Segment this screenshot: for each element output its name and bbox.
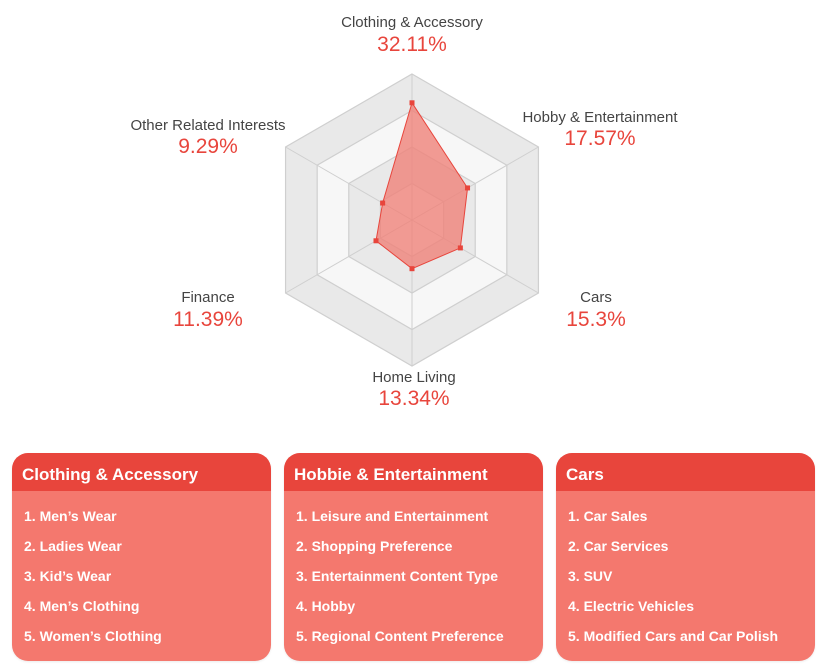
data-point bbox=[409, 266, 415, 272]
card-hobbie-entertainment: Hobbie & Entertainment 1. Leisure and En… bbox=[284, 453, 543, 661]
data-point bbox=[465, 185, 471, 191]
data-point bbox=[380, 200, 386, 206]
axis-label-hobby: Hobby & Entertainment bbox=[522, 109, 678, 126]
value-label-other: 9.29% bbox=[178, 135, 238, 158]
list-item: 5. Women’s Clothing bbox=[24, 628, 162, 644]
axis-label-finance: Finance bbox=[181, 289, 235, 306]
list-item: 3. Entertainment Content Type bbox=[296, 568, 498, 584]
axis-label-other: Other Related Interests bbox=[130, 117, 286, 134]
value-label-finance: 11.39% bbox=[173, 308, 243, 331]
card-title: Clothing & Accessory bbox=[12, 453, 271, 491]
list-item: 4. Men’s Clothing bbox=[24, 598, 140, 614]
value-label-cars: 15.3% bbox=[566, 308, 626, 331]
list-item: 1. Car Sales bbox=[568, 508, 648, 524]
card-cars: Cars 1. Car Sales 2. Car Services 3. SUV… bbox=[556, 453, 815, 661]
value-label-home-living: 13.34% bbox=[378, 387, 450, 410]
list-item: 2. Ladies Wear bbox=[24, 538, 122, 554]
card-title: Hobbie & Entertainment bbox=[284, 453, 543, 491]
list-item: 4. Hobby bbox=[296, 598, 356, 614]
list-item: 5. Modified Cars and Car Polish bbox=[568, 628, 779, 644]
list-item: 3. Kid’s Wear bbox=[24, 568, 112, 584]
data-point bbox=[373, 238, 379, 244]
card-list: 1. Men’s Wear 2. Ladies Wear 3. Kid’s We… bbox=[12, 491, 271, 651]
radar-svg bbox=[284, 73, 540, 367]
axis-label-clothing: Clothing & Accessory bbox=[341, 14, 483, 31]
card-clothing-accessory: Clothing & Accessory 1. Men’s Wear 2. La… bbox=[12, 453, 271, 661]
card-list: 1. Leisure and Entertainment 2. Shopping… bbox=[284, 491, 543, 651]
list-item: 5. Regional Content Preference bbox=[296, 628, 504, 644]
data-point bbox=[409, 100, 415, 106]
list-item: 1. Men’s Wear bbox=[24, 508, 117, 524]
list-item: 2. Car Services bbox=[568, 538, 669, 554]
card-list: 1. Car Sales 2. Car Services 3. SUV 4. E… bbox=[556, 491, 815, 651]
value-label-clothing: 32.11% bbox=[377, 33, 447, 56]
list-item: 1. Leisure and Entertainment bbox=[296, 508, 489, 524]
card-title: Cars bbox=[556, 453, 815, 491]
value-label-hobby: 17.57% bbox=[564, 127, 636, 150]
axis-label-home-living: Home Living bbox=[372, 369, 456, 386]
data-point bbox=[457, 245, 463, 251]
axis-label-cars: Cars bbox=[580, 289, 612, 306]
list-item: 4. Electric Vehicles bbox=[568, 598, 695, 614]
list-item: 2. Shopping Preference bbox=[296, 538, 453, 554]
radar-chart bbox=[284, 73, 540, 367]
list-item: 3. SUV bbox=[568, 568, 613, 584]
